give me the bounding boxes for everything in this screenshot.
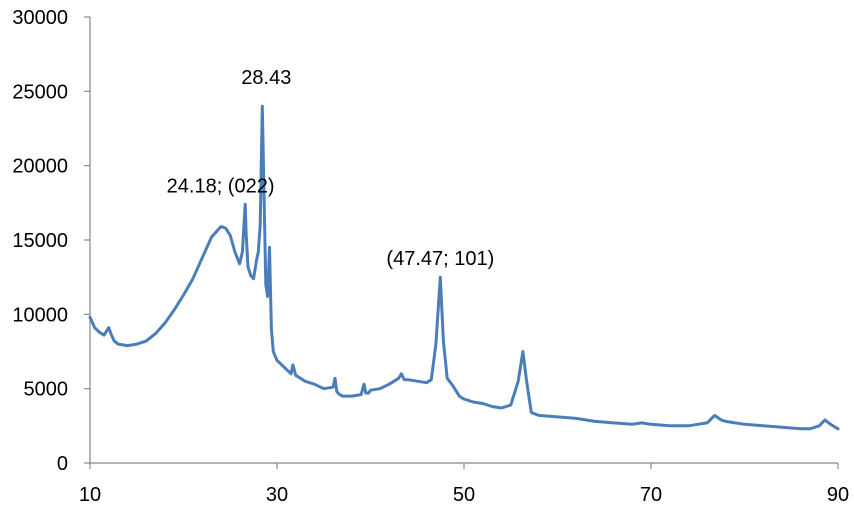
peak-annotation: 24.18; (022): [167, 175, 275, 197]
y-tick-label: 30000: [12, 7, 68, 29]
x-tick-label: 50: [453, 484, 475, 506]
xrd-series-line: [88, 104, 840, 431]
y-tick-label: 15000: [12, 230, 68, 252]
peak-annotation: 28.43: [241, 67, 291, 89]
annotations-group: 28.43 24.18; (022) (47.47; 101): [167, 67, 495, 270]
y-tick-label: 20000: [12, 156, 68, 178]
y-tick-label: 0: [57, 453, 68, 475]
y-tick-label: 25000: [12, 81, 68, 103]
y-axis-ticks: 0 5000 10000 15000 20000 25000 30000: [12, 7, 90, 475]
x-tick-label: 90: [827, 484, 849, 506]
series-group: [88, 104, 840, 431]
x-axis-ticks: 10 30 50 70 90: [79, 463, 849, 506]
x-tick-label: 70: [640, 484, 662, 506]
peak-annotation: (47.47; 101): [386, 248, 494, 270]
x-tick-label: 10: [79, 484, 101, 506]
y-tick-label: 5000: [24, 379, 69, 401]
x-tick-label: 30: [266, 484, 288, 506]
y-tick-label: 10000: [12, 304, 68, 326]
